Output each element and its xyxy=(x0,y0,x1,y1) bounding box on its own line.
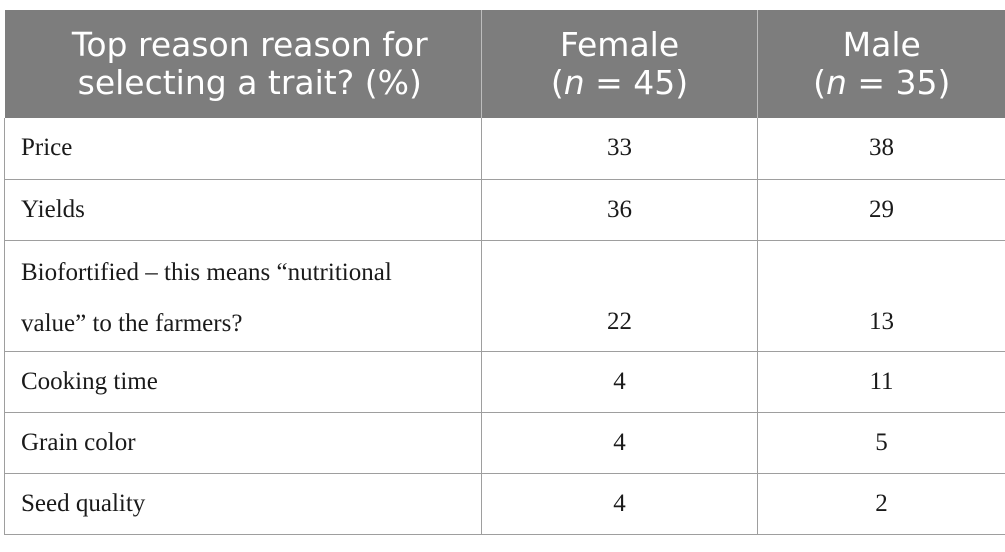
row-male-value: 5 xyxy=(757,412,1005,474)
row-male-value: 11 xyxy=(757,351,1005,413)
header-male-n-var: n xyxy=(825,63,847,102)
row-female-value: 4 xyxy=(481,473,758,535)
table-row: Price 33 38 xyxy=(4,118,1005,180)
row-male-value: 13 xyxy=(757,240,1005,352)
row-female-value: 33 xyxy=(481,118,758,180)
row-male-value: 38 xyxy=(757,118,1005,180)
row-reason: Grain color xyxy=(4,412,482,474)
row-female-value: 4 xyxy=(481,351,758,413)
header-female: Female (n = 45) xyxy=(481,10,758,118)
header-male-n-prefix: ( xyxy=(813,63,826,102)
row-reason: Cooking time xyxy=(4,351,482,413)
row-female-value: 4 xyxy=(481,412,758,474)
header-male-label: Male xyxy=(842,25,921,64)
row-female-value: 36 xyxy=(481,179,758,241)
header-male-n-suffix: = 35) xyxy=(846,63,951,102)
row-female-value: 22 xyxy=(481,240,758,352)
header-female-n-suffix: = 45) xyxy=(584,63,689,102)
header-female-n: (n = 45) xyxy=(482,64,757,102)
header-reason-line2: selecting a trait? (%) xyxy=(77,63,422,102)
table-row: Yields 36 29 xyxy=(4,179,1005,241)
header-female-label: Female xyxy=(559,25,680,64)
trait-reason-table: Top reason reason for selecting a trait?… xyxy=(4,10,1005,535)
header-male: Male (n = 35) xyxy=(757,10,1005,118)
table-row: Cooking time 4 11 xyxy=(4,351,1005,413)
row-reason-line1: Biofortified – this means “nutritional xyxy=(21,258,392,286)
row-reason: Price xyxy=(4,118,482,180)
row-male-value: 29 xyxy=(757,179,1005,241)
header-reason: Top reason reason for selecting a trait?… xyxy=(4,10,482,118)
table-row: Seed quality 4 2 xyxy=(4,473,1005,535)
row-reason: Biofortified – this means “nutritional v… xyxy=(4,240,482,352)
header-female-n-var: n xyxy=(563,63,585,102)
header-reason-line1: Top reason reason for xyxy=(71,25,428,64)
header-male-n: (n = 35) xyxy=(758,64,1005,102)
row-reason: Yields xyxy=(4,179,482,241)
table-header-row: Top reason reason for selecting a trait?… xyxy=(4,10,1005,118)
table-row: Biofortified – this means “nutritional v… xyxy=(4,240,1005,352)
row-reason: Seed quality xyxy=(4,473,482,535)
table-row: Grain color 4 5 xyxy=(4,412,1005,474)
row-reason-line2: value” to the farmers? xyxy=(21,309,243,337)
header-female-n-prefix: ( xyxy=(550,63,564,102)
row-male-value: 2 xyxy=(757,473,1005,535)
